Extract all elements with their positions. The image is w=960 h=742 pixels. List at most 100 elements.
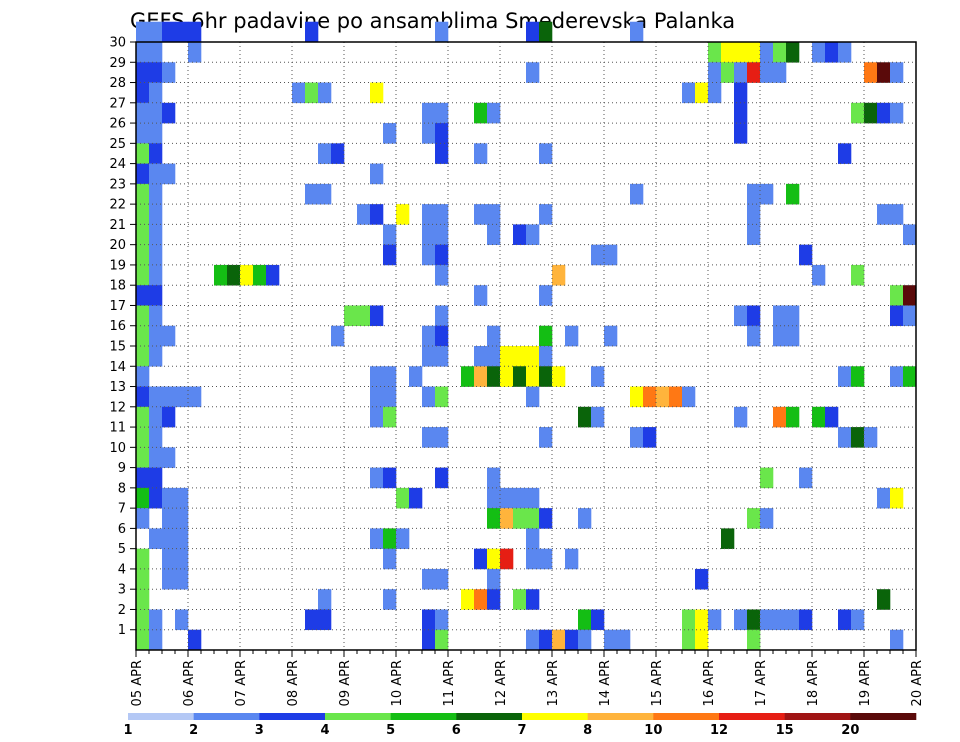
precip-cell	[630, 21, 644, 43]
precip-cell	[136, 568, 150, 590]
precip-cell	[331, 325, 345, 347]
legend-swatch	[390, 713, 457, 720]
precip-cell	[435, 325, 449, 347]
precip-cell	[435, 346, 449, 367]
precip-cell	[903, 366, 917, 387]
y-tick-label: 18	[109, 279, 126, 294]
precip-cell	[383, 528, 397, 549]
precip-cell	[136, 629, 150, 651]
precip-cell	[591, 609, 605, 631]
grid-layer	[136, 42, 916, 650]
y-tick-label: 9	[118, 461, 126, 476]
precip-cell	[877, 102, 891, 124]
precip-cell	[851, 264, 865, 286]
precip-cell	[734, 123, 748, 144]
precip-cell	[487, 548, 501, 570]
precip-cell	[370, 82, 384, 104]
precip-cell	[175, 548, 189, 570]
precip-cell	[838, 366, 852, 387]
x-tick-label: 13 APR	[546, 660, 561, 706]
precip-cell	[851, 366, 865, 387]
legend-label: 6	[452, 723, 461, 738]
precip-cell	[149, 244, 163, 266]
precip-cell	[162, 528, 176, 549]
precip-cell	[851, 609, 865, 631]
x-tick-label: 10 APR	[390, 660, 405, 706]
precip-cell	[760, 508, 774, 529]
precip-cell	[760, 609, 774, 631]
precip-cell	[435, 244, 449, 266]
precip-cell	[136, 62, 150, 83]
precip-cell	[422, 346, 436, 367]
precip-cell	[487, 568, 501, 590]
precip-cell	[513, 224, 527, 245]
precip-cell	[474, 285, 488, 306]
precip-cell	[461, 366, 475, 387]
y-tick-label: 13	[109, 380, 126, 395]
y-tick-label: 14	[109, 360, 126, 375]
precip-cell	[383, 548, 397, 570]
precip-cell	[799, 609, 813, 631]
precip-cell	[396, 487, 410, 509]
precip-cell	[136, 102, 150, 124]
legend-label: 1	[123, 723, 132, 738]
precip-cell	[513, 487, 527, 509]
precip-cell	[136, 427, 150, 448]
precip-cell	[526, 548, 540, 570]
y-tick-label: 22	[109, 198, 126, 213]
x-tick-label: 06 APR	[182, 660, 197, 706]
precip-cell	[552, 366, 566, 387]
x-tick-label: 08 APR	[286, 660, 301, 706]
x-tick-label: 07 APR	[234, 660, 249, 706]
precip-cell	[175, 568, 189, 590]
precip-cell	[734, 82, 748, 104]
x-tick-label: 05 APR	[130, 660, 145, 706]
precip-cell	[591, 406, 605, 428]
precip-cell	[773, 609, 787, 631]
precip-cell	[721, 42, 735, 63]
precip-cell	[305, 82, 319, 104]
precip-cell	[136, 224, 150, 245]
precip-cell	[877, 204, 891, 225]
precip-cell	[643, 427, 657, 448]
precip-cell	[136, 447, 150, 468]
precip-cell	[305, 609, 319, 631]
precip-cell	[188, 42, 202, 63]
precip-cell	[331, 143, 345, 164]
precip-cell	[890, 102, 904, 124]
precip-cell	[695, 609, 709, 631]
y-tick-label: 11	[109, 421, 126, 436]
y-tick-label: 7	[118, 502, 126, 517]
precip-cell	[136, 346, 150, 367]
precip-cell	[539, 629, 553, 651]
precip-cell	[747, 224, 761, 245]
x-tick-label: 19 APR	[858, 660, 873, 706]
precip-cell	[149, 163, 163, 185]
x-tick-label: 12 APR	[494, 660, 509, 706]
precip-cell	[370, 366, 384, 387]
chart-title: GEFS 6hr padavine po ansamblima Smederev…	[130, 9, 735, 33]
precip-cell	[162, 325, 176, 347]
precip-cell	[396, 528, 410, 549]
precip-cell	[435, 609, 449, 631]
precip-cell	[565, 548, 579, 570]
precip-cell	[383, 123, 397, 144]
y-tick-label: 12	[109, 400, 126, 415]
precip-cell	[474, 346, 488, 367]
legend-swatch	[456, 713, 523, 720]
precip-cell	[383, 467, 397, 489]
x-tick-label: 16 APR	[702, 660, 717, 706]
precip-cell	[435, 568, 449, 590]
precip-cell	[162, 102, 176, 124]
precip-cell	[305, 183, 319, 205]
precip-cell	[890, 305, 904, 327]
precip-cell	[149, 285, 163, 306]
precip-cell	[630, 427, 644, 448]
legend-swatch	[193, 713, 260, 720]
precip-cell	[136, 21, 150, 43]
precip-cell	[162, 568, 176, 590]
legend-swatch	[325, 713, 391, 720]
precip-cell	[513, 366, 527, 387]
precip-cell	[734, 406, 748, 428]
precip-cell	[851, 102, 865, 124]
